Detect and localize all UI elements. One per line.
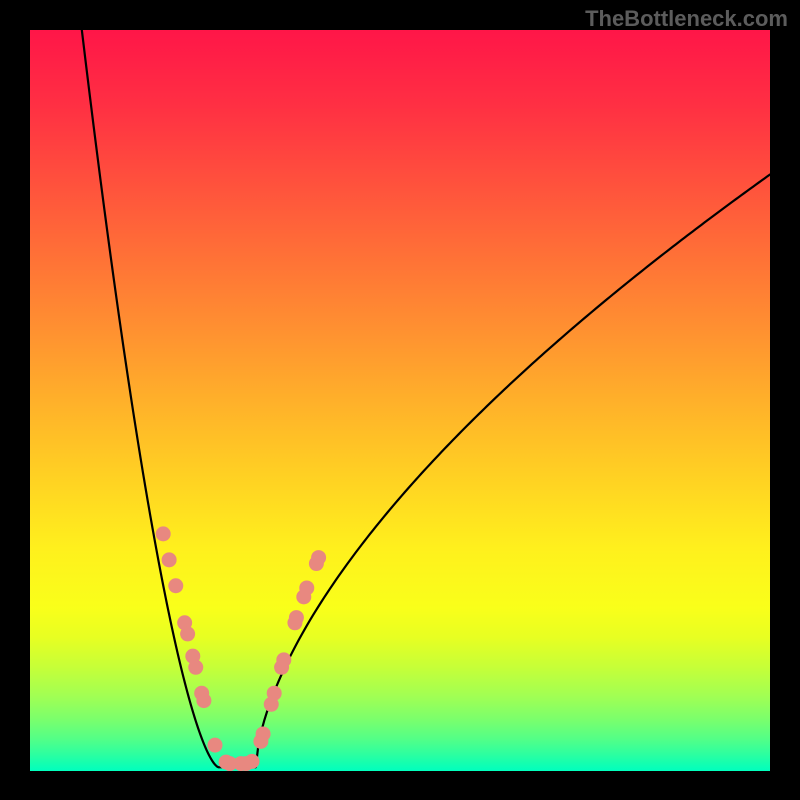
data-marker: [196, 693, 211, 708]
data-marker: [180, 626, 195, 641]
data-marker: [188, 660, 203, 675]
plot-svg: [30, 30, 770, 771]
data-marker: [168, 578, 183, 593]
data-marker: [245, 754, 260, 769]
data-marker: [311, 550, 326, 565]
plot-container: [30, 30, 770, 771]
data-marker: [276, 652, 291, 667]
gradient-background: [30, 30, 770, 771]
data-marker: [267, 686, 282, 701]
data-marker: [289, 610, 304, 625]
data-marker: [256, 726, 271, 741]
watermark-text: TheBottleneck.com: [585, 6, 788, 32]
data-marker: [208, 738, 223, 753]
data-marker: [299, 580, 314, 595]
data-marker: [156, 526, 171, 541]
data-marker: [162, 552, 177, 567]
